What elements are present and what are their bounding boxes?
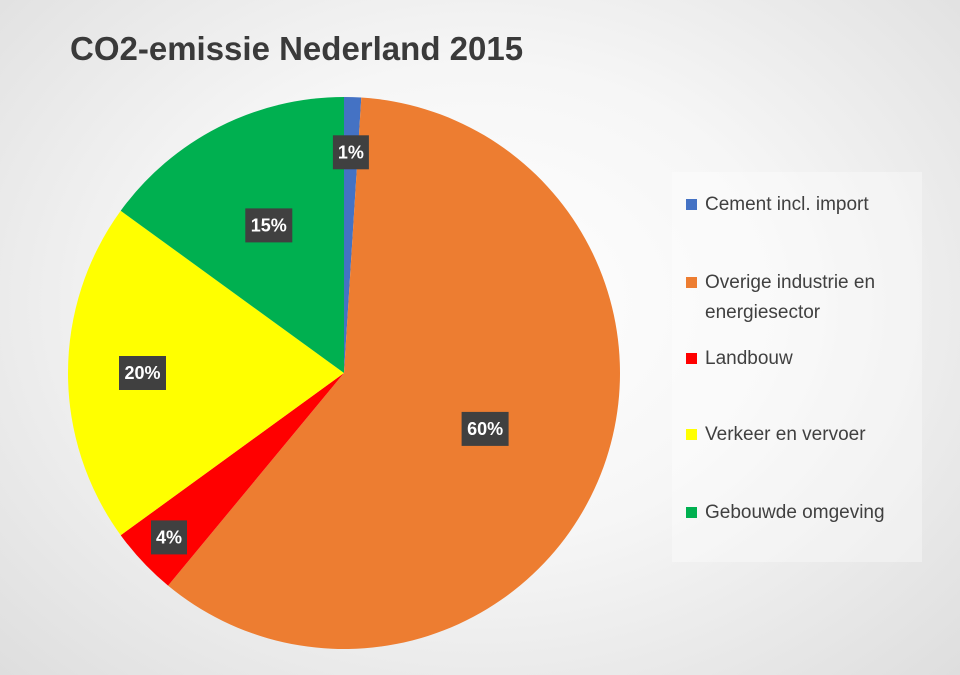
data-label-box-landbouw — [151, 520, 187, 555]
legend-label-landbouw: Landbouw — [705, 348, 793, 369]
pie-data-labels: 1% 60% 4% 20% 15% — [119, 135, 509, 555]
legend-swatch-overige-industrie — [686, 277, 697, 288]
data-label-cement: 1% — [332, 135, 369, 170]
legend-label-overige-industrie: Overige industrie en energiesector — [705, 272, 876, 323]
chart-title: CO2-emissie Nederland 2015 — [70, 30, 524, 67]
legend-swatch-landbouw — [686, 353, 697, 364]
data-label-text-overige-industrie: 60% — [467, 419, 503, 439]
legend-label-cement: Cement incl. import — [705, 194, 869, 215]
legend-item-gebouwde-omgeving[interactable]: Gebouwde omgeving — [686, 498, 916, 528]
data-label-landbouw: 4% — [151, 520, 187, 555]
pie-slice-overige-industrie[interactable] — [168, 97, 620, 649]
data-label-verkeer: 20% — [119, 356, 166, 390]
data-label-box-gebouwde-omgeving — [245, 208, 293, 243]
data-label-text-cement: 1% — [338, 142, 364, 162]
legend-item-cement[interactable]: Cement incl. import — [686, 190, 916, 220]
pie-slice-verkeer[interactable] — [67, 210, 344, 536]
data-label-box-overige-industrie — [461, 411, 509, 446]
data-label-gebouwde-omgeving: 15% — [245, 208, 293, 243]
data-label-overige-industrie: 60% — [461, 411, 509, 446]
legend-label-gebouwde-omgeving: Gebouwde omgeving — [705, 502, 885, 523]
pie-slice-gebouwde-omgeving[interactable] — [120, 97, 345, 373]
legend-swatch-gebouwde-omgeving — [686, 507, 697, 518]
legend-swatch-cement — [686, 199, 697, 210]
legend-label-verkeer: Verkeer en vervoer — [705, 424, 866, 445]
legend: Cement incl. import Overige industrie en… — [672, 172, 922, 562]
data-label-box-verkeer — [119, 356, 166, 390]
legend-item-overige-industrie[interactable]: Overige industrie en energiesector — [686, 268, 916, 328]
legend-item-verkeer[interactable]: Verkeer en vervoer — [686, 420, 916, 450]
data-label-text-landbouw: 4% — [156, 527, 182, 547]
data-label-text-verkeer: 20% — [124, 363, 160, 383]
legend-swatch-verkeer — [686, 429, 697, 440]
legend-item-landbouw[interactable]: Landbouw — [686, 344, 916, 374]
data-label-text-gebouwde-omgeving: 15% — [251, 215, 287, 235]
data-label-box-cement — [332, 135, 369, 170]
